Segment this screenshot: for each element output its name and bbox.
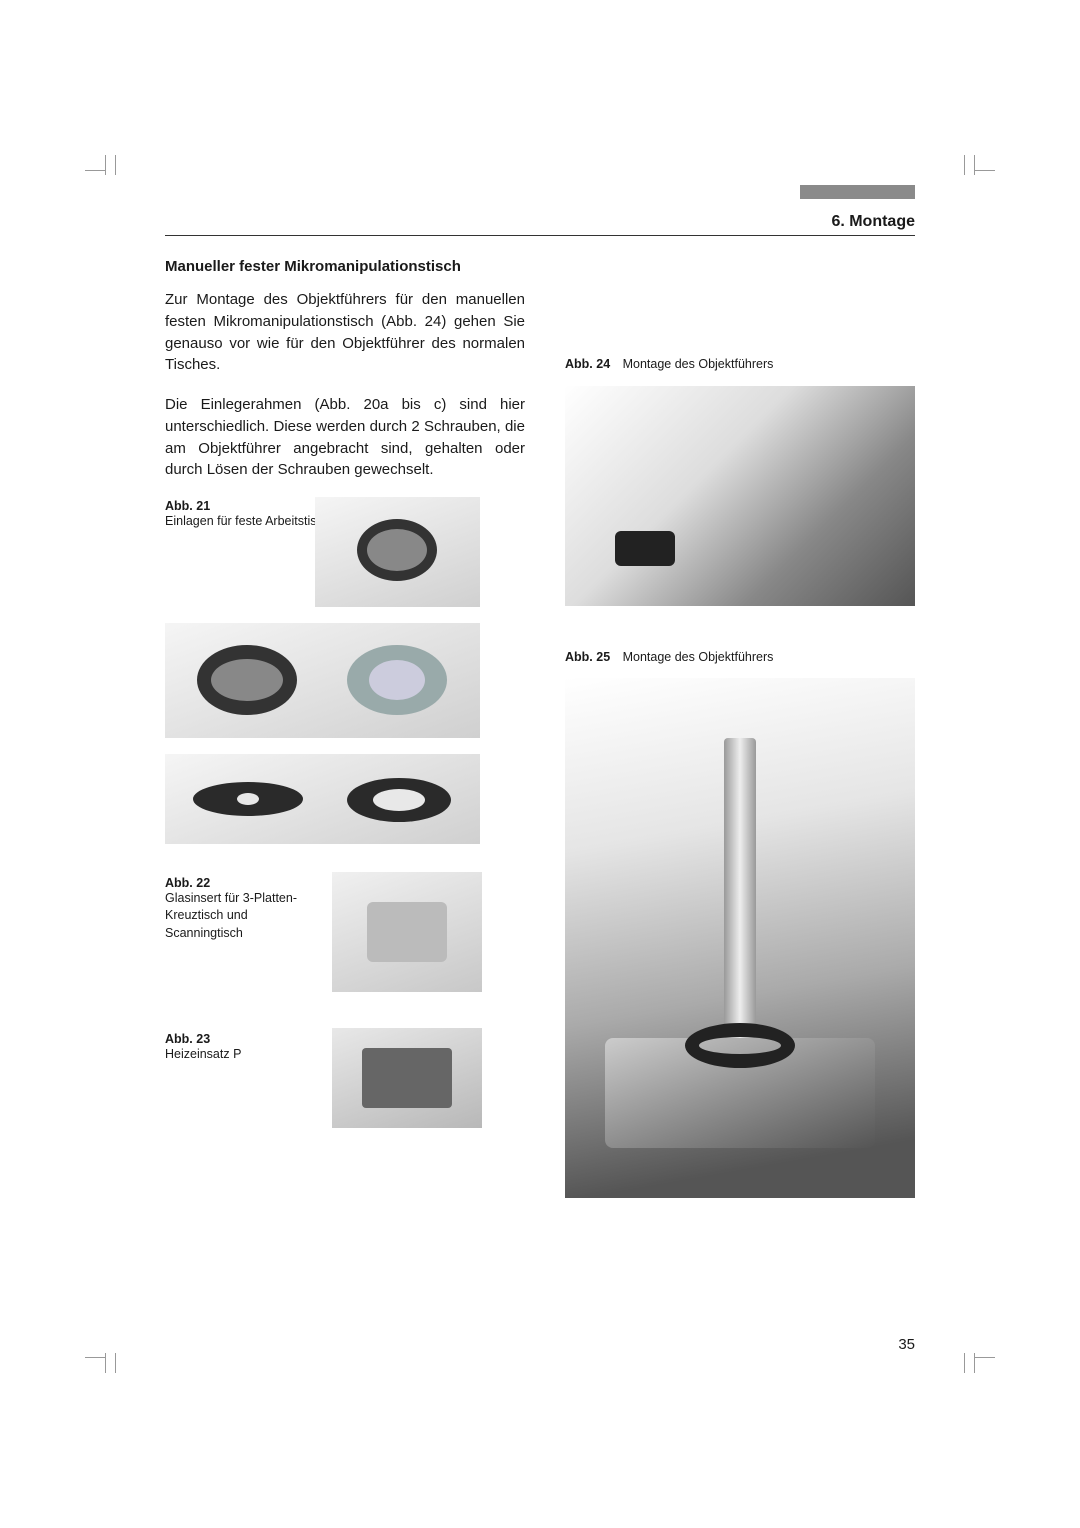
figure-21-block: Abb. 21 Einlagen für feste Arbeitstische [165, 499, 525, 844]
figure-21-image-mid [165, 623, 480, 738]
crop-mark-br [965, 1343, 995, 1373]
figure-24-caption: Montage des Objektführers [623, 357, 774, 371]
figure-23-image [332, 1028, 482, 1128]
paragraph-2: Die Einlegerahmen (Abb. 20a bis c) sind … [165, 394, 525, 481]
figure-24-label: Abb. 24 [565, 357, 610, 371]
figure-21-image-top [315, 497, 480, 607]
figure-22-caption: Glasinsert für 3-Platten-Kreuztisch und … [165, 890, 320, 943]
figure-23-caption: Heizeinsatz P [165, 1046, 320, 1064]
subheading: Manueller fester Mikromanipulationstisch [165, 258, 525, 275]
crop-mark-bl [85, 1343, 115, 1373]
figure-25-image [565, 678, 915, 1198]
figure-25-caption-row: Abb. 25 Montage des Objektführers [565, 648, 915, 667]
figure-22-label: Abb. 22 [165, 876, 320, 890]
left-column: Manueller fester Mikromanipulationstisch… [165, 258, 525, 1128]
page-number: 35 [898, 1336, 915, 1353]
right-column: Abb. 24 Montage des Objektführers Abb. 2… [565, 355, 915, 1198]
crop-mark-tl [85, 155, 115, 185]
page-content: 6. Montage Manueller fester Mikromanipul… [165, 185, 915, 1343]
figure-23-block: Abb. 23 Heizeinsatz P [165, 1028, 525, 1128]
paragraph-1: Zur Montage des Objektführers für den ma… [165, 289, 525, 376]
figure-21-image-bottom [165, 754, 480, 844]
figure-25-label: Abb. 25 [565, 650, 610, 664]
figure-24-caption-row: Abb. 24 Montage des Objektführers [565, 355, 915, 374]
figure-25-caption: Montage des Objektführers [623, 650, 774, 664]
figure-23-label: Abb. 23 [165, 1032, 320, 1046]
figure-22-block: Abb. 22 Glasinsert für 3-Platten-Kreuzti… [165, 872, 525, 992]
figure-24-image [565, 386, 915, 606]
header-bar [800, 185, 915, 199]
figure-22-image [332, 872, 482, 992]
header-rule [165, 235, 915, 236]
section-title: 6. Montage [831, 213, 915, 231]
crop-mark-tr [965, 155, 995, 185]
